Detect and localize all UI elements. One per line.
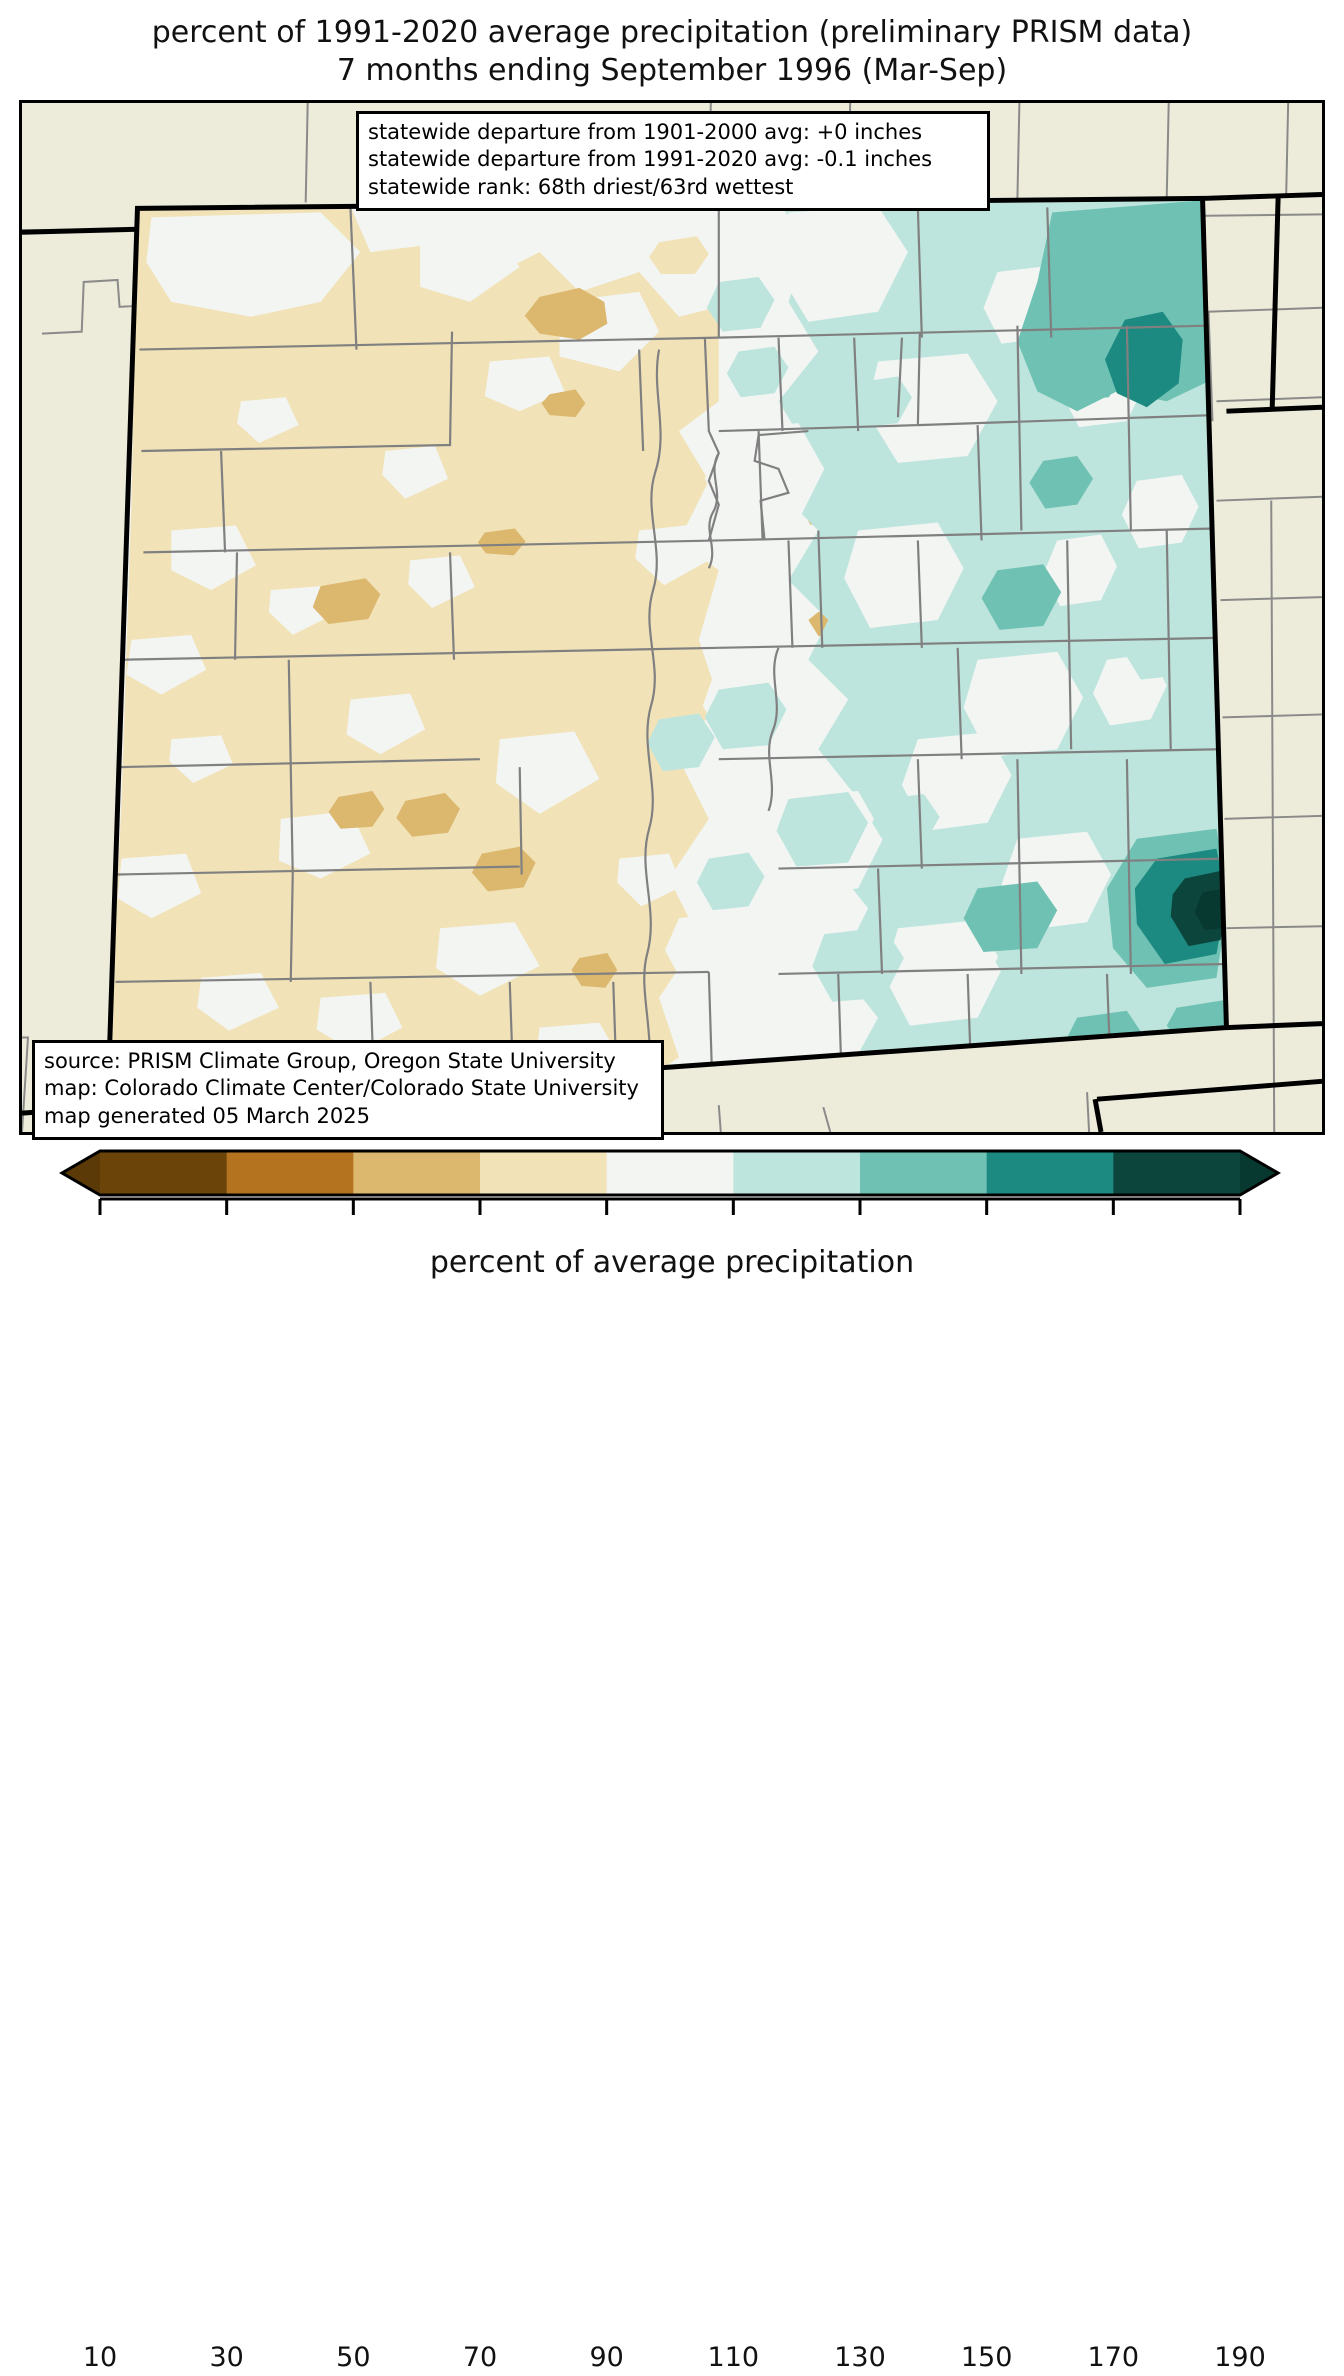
colorbar-tick-label: 190 xyxy=(1214,2342,1266,2373)
colorbar-band xyxy=(353,1151,481,1195)
statistics-box: statewide departure from 1901-2000 avg: … xyxy=(356,111,990,211)
colorbar-tick-labels: 10 30 50 70 90 110 130 150 170 190 xyxy=(0,2342,1344,2376)
colorbar-band xyxy=(860,1151,988,1195)
colorbar-band xyxy=(480,1151,608,1195)
source-box: source: PRISM Climate Group, Oregon Stat… xyxy=(32,1040,664,1140)
colorbar-under-arrow xyxy=(62,1151,100,1195)
colorbar-tick-label: 130 xyxy=(834,2342,886,2373)
colorbar-tick-label: 10 xyxy=(82,2342,118,2373)
colorbar-tick-label: 170 xyxy=(1087,2342,1140,2373)
colorbar-band xyxy=(226,1151,354,1195)
county-lines xyxy=(115,207,1227,1102)
title-line-2: 7 months ending September 1996 (Mar-Sep) xyxy=(336,52,1008,88)
stat-statewide-rank: statewide rank: 68th driest/63rd wettest xyxy=(368,174,794,199)
precipitation-shading xyxy=(107,198,1227,1108)
colorbar-outline xyxy=(59,1149,1281,1197)
stat-departure-1901-2000: statewide departure from 1901-2000 avg: … xyxy=(368,120,923,144)
colorbar-band xyxy=(1113,1151,1241,1195)
colorbar-swatches xyxy=(59,1149,1281,1215)
colorbar-tick-label: 150 xyxy=(960,2342,1013,2373)
colorbar-band xyxy=(100,1151,228,1195)
colorbar-over-arrow xyxy=(1240,1151,1278,1195)
precipitation-choropleth-map xyxy=(22,103,1322,1132)
map-credit-line: map: Colorado Climate Center/Colorado St… xyxy=(44,1076,639,1101)
source-line: source: PRISM Climate Group, Oregon Stat… xyxy=(44,1049,616,1073)
title-line-1: percent of 1991-2020 average precipitati… xyxy=(151,15,1193,50)
colorbar-axis-label: percent of average precipitation xyxy=(429,1245,915,1280)
wet-region-extreme xyxy=(1194,888,1227,931)
colorbar-tick-label: 90 xyxy=(589,2342,624,2373)
page-title: percent of 1991-2020 average precipitati… xyxy=(0,14,1344,90)
map-generated-line: map generated 05 March 2025 xyxy=(44,1103,371,1128)
colorbar-band xyxy=(606,1151,734,1195)
colorbar-band xyxy=(986,1151,1114,1195)
stat-departure-1991-2020: statewide departure from 1991-2020 avg: … xyxy=(368,147,933,172)
colorbar-tick-label: 50 xyxy=(336,2342,371,2373)
colorbar-tick-label: 110 xyxy=(707,2342,760,2373)
colorbar-tick-label: 30 xyxy=(209,2342,244,2373)
colorbar-band xyxy=(733,1151,861,1195)
colorbar-tick-label: 70 xyxy=(462,2342,498,2373)
map-frame xyxy=(19,100,1325,1135)
